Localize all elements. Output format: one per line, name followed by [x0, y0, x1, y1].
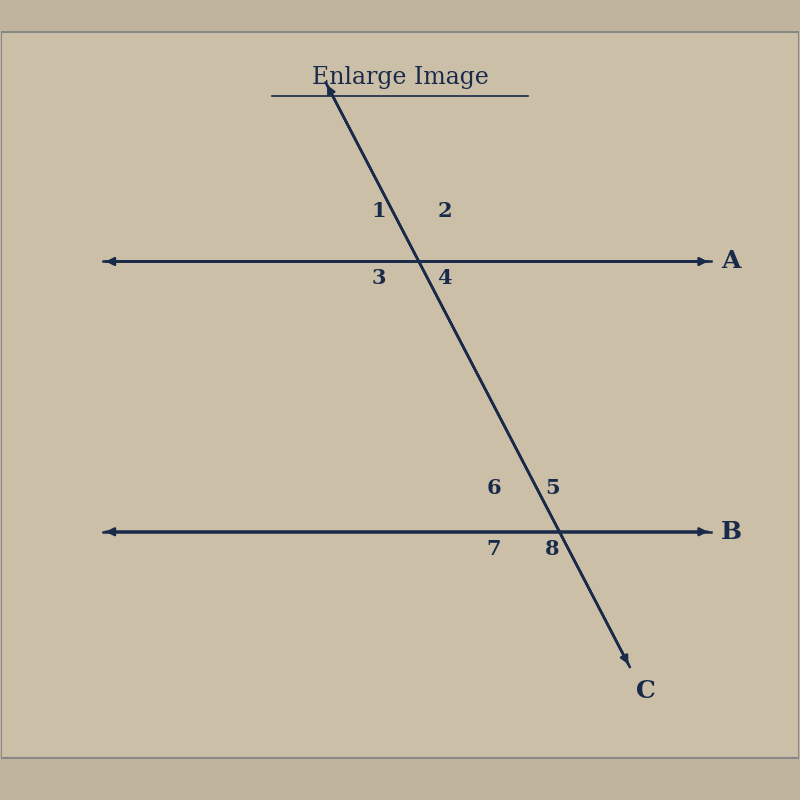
Text: 1: 1 [372, 201, 386, 221]
Text: 3: 3 [372, 268, 386, 288]
Text: B: B [721, 520, 742, 544]
Text: C: C [637, 678, 656, 702]
Text: 6: 6 [486, 478, 502, 498]
Text: 4: 4 [437, 268, 452, 288]
Text: 5: 5 [546, 478, 560, 498]
Text: A: A [721, 250, 741, 274]
Text: 7: 7 [487, 538, 502, 558]
Text: Enlarge Image: Enlarge Image [311, 66, 489, 89]
Text: 2: 2 [437, 201, 452, 221]
Text: 8: 8 [546, 538, 560, 558]
